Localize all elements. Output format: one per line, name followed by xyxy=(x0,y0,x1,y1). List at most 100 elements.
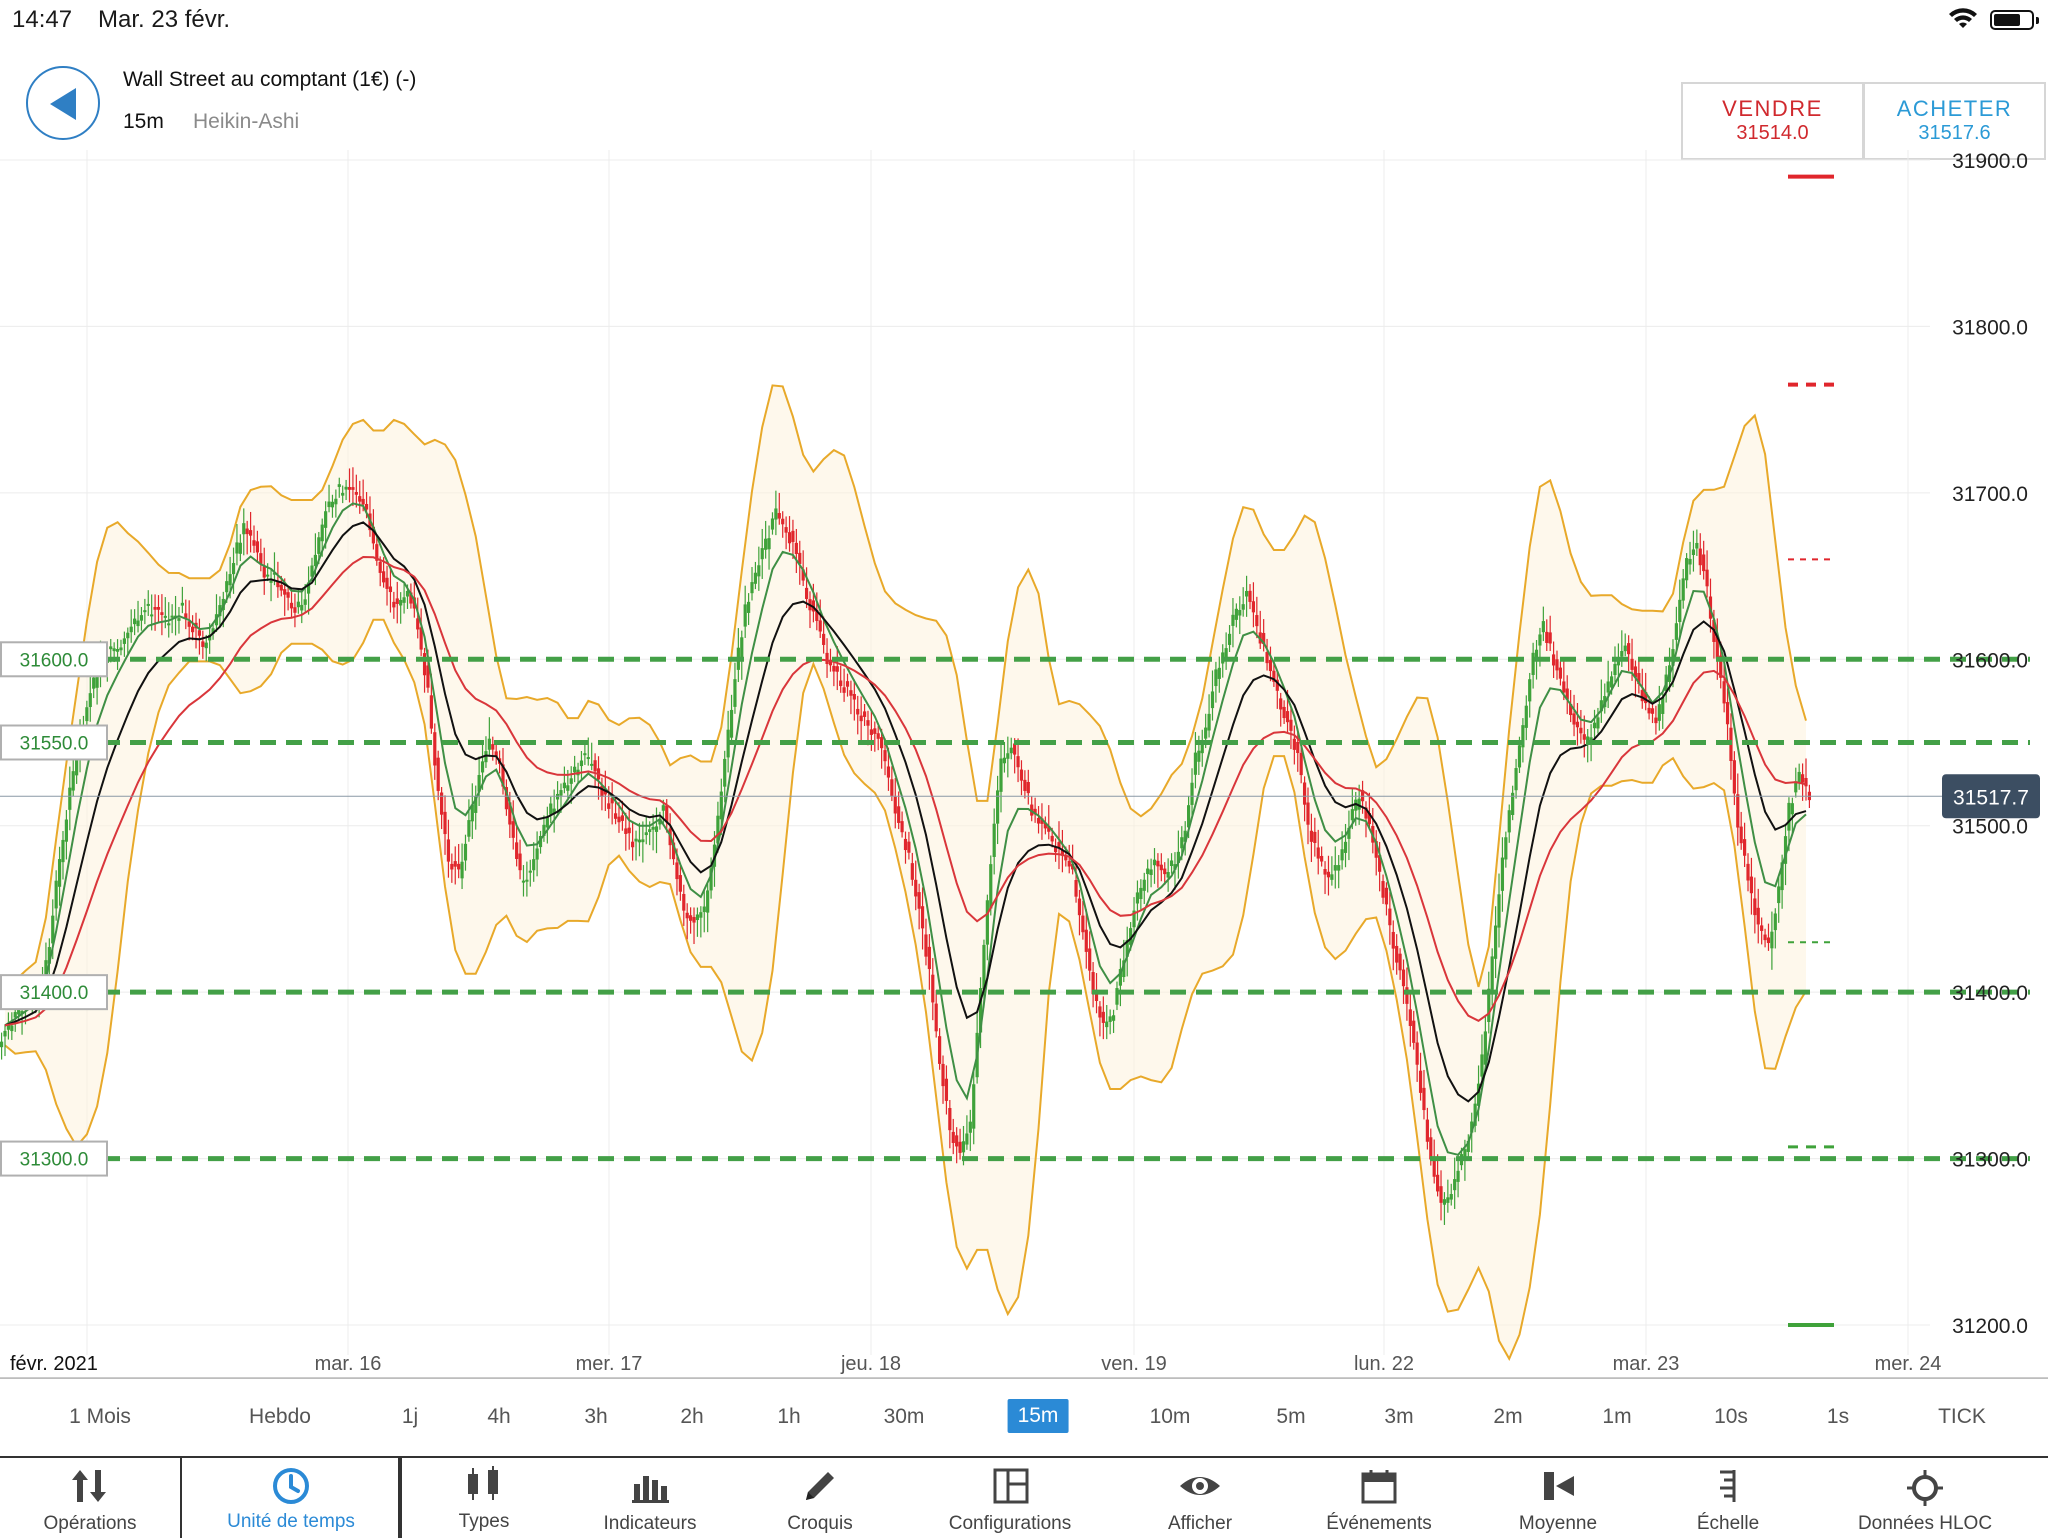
y-tick-label: 31500.0 xyxy=(1952,816,2028,839)
candle-body xyxy=(1688,558,1692,565)
y-axis: 31900.0 31800.0 31700.0 31600.0 31500.0 31400… xyxy=(1952,150,2028,1338)
candle-body xyxy=(44,960,48,977)
candle-body xyxy=(801,569,805,581)
candle-body xyxy=(310,565,314,577)
toolbar-clock-button[interactable]: Unité de temps xyxy=(180,1456,402,1538)
candle-body xyxy=(170,615,174,618)
price-level-box[interactable] xyxy=(0,1140,108,1177)
buy-price: 31517.6 xyxy=(1918,122,1991,144)
timeframe-option[interactable]: 2h xyxy=(680,1405,704,1428)
timeframe-option[interactable]: 10m xyxy=(1149,1405,1191,1428)
candle-body xyxy=(1545,631,1549,643)
timeframe-option[interactable]: 4h xyxy=(487,1405,511,1428)
candle-body xyxy=(1555,659,1559,671)
candle-body xyxy=(1299,752,1303,776)
toolbar-bar-chart-button[interactable]: Indicateurs xyxy=(566,1458,734,1538)
bollinger-upper xyxy=(4,384,1807,1006)
timeframe-option[interactable]: 3m xyxy=(1384,1405,1414,1428)
candle-body xyxy=(562,782,567,789)
candle-body xyxy=(1071,863,1075,870)
price-level-label: 31550.0 xyxy=(20,734,89,755)
candle-body xyxy=(180,602,184,606)
toolbar-calendar-button[interactable]: Événements xyxy=(1286,1458,1472,1538)
timeframe-option[interactable]: 2m xyxy=(1493,1405,1523,1428)
toolbar-eye-button[interactable]: Afficher xyxy=(1114,1458,1286,1538)
candle-body xyxy=(296,601,300,608)
candle-body xyxy=(1333,865,1337,871)
timeframe-option[interactable]: Hebdo xyxy=(249,1405,311,1428)
candle-body xyxy=(907,841,911,853)
toolbar-scale-button[interactable]: Échelle xyxy=(1644,1458,1812,1538)
timeframe-option[interactable]: 1m xyxy=(1602,1405,1632,1428)
timeframe-option[interactable]: TICK xyxy=(1938,1405,1986,1428)
candle-body xyxy=(1292,738,1296,750)
timeframe-option[interactable]: 1j xyxy=(401,1405,419,1428)
timeframe-option[interactable]: 30m xyxy=(883,1405,925,1428)
candle-body xyxy=(259,553,263,565)
toolbar-arrows-updown-button[interactable]: Opérations xyxy=(0,1458,180,1538)
timeframe-option[interactable]: 1 Mois xyxy=(69,1405,131,1428)
candle-body xyxy=(300,604,304,611)
timeframe-option[interactable]: 3h xyxy=(584,1405,608,1428)
toolbar-label: Indicateurs xyxy=(603,1513,697,1534)
buy-button[interactable]: ACHETER 31517.6 xyxy=(1864,82,2046,160)
candle-body xyxy=(709,868,713,891)
candle-body xyxy=(1528,679,1532,702)
timeframe-option[interactable]: 1h xyxy=(777,1405,801,1428)
sell-button[interactable]: VENDRE 31514.0 xyxy=(1681,82,1864,160)
price-level-box[interactable] xyxy=(0,724,108,761)
candle-body xyxy=(1599,700,1603,712)
candle-body xyxy=(1783,836,1788,864)
candle-body xyxy=(989,864,993,909)
ma-mid-line xyxy=(4,521,1807,1103)
candle-body xyxy=(252,540,256,546)
candle-body xyxy=(1770,931,1774,949)
candle-body xyxy=(1129,928,1133,945)
candle-body xyxy=(409,592,413,604)
toolbar-candles-button[interactable]: Types xyxy=(398,1456,568,1538)
candle-body xyxy=(344,486,348,490)
candle-body xyxy=(678,875,682,892)
candle-body xyxy=(559,790,563,796)
candle-body xyxy=(774,508,778,520)
candle-body xyxy=(1463,1149,1467,1161)
candle-body xyxy=(1521,725,1525,748)
candle-body xyxy=(1453,1179,1457,1191)
scale-icon xyxy=(1644,1468,1812,1512)
timeframe-option[interactable]: 1s xyxy=(1826,1405,1850,1428)
price-level-label: 31400.0 xyxy=(20,983,89,1004)
timeframe-option[interactable]: 15m xyxy=(1007,1399,1069,1433)
candle-body xyxy=(900,821,904,833)
toolbar-crosshair-button[interactable]: Données HLOC xyxy=(1812,1458,2038,1538)
candle-body xyxy=(914,879,918,897)
candle-body xyxy=(1081,915,1085,933)
candle-body xyxy=(886,766,891,778)
candle-body xyxy=(944,1078,949,1101)
candle-body xyxy=(1285,711,1290,723)
candle-body xyxy=(1736,794,1740,828)
toolbar-layout-button[interactable]: Configurations xyxy=(906,1458,1114,1538)
timeframe-option[interactable]: 5m xyxy=(1276,1405,1306,1428)
back-button[interactable] xyxy=(26,66,100,140)
candle-body xyxy=(1050,835,1054,842)
toolbar-average-button[interactable]: Moyenne xyxy=(1472,1458,1644,1538)
candle-body xyxy=(269,580,273,583)
timeframe-option[interactable]: 10s xyxy=(1714,1405,1748,1428)
bar-chart-icon xyxy=(566,1468,734,1512)
candle-body xyxy=(1483,1031,1487,1065)
candle-body xyxy=(586,757,590,760)
timeframe-label[interactable]: 15m xyxy=(123,110,164,133)
candle-body xyxy=(443,811,447,835)
status-time: 14:47 xyxy=(12,6,73,33)
candle-body xyxy=(51,915,55,944)
price-level-box[interactable] xyxy=(0,641,108,678)
candle-body xyxy=(1248,590,1252,602)
price-level-box[interactable] xyxy=(0,974,108,1011)
candle-body xyxy=(784,527,788,533)
price-chart[interactable]: 31600.0 31550.0 31400.0 31300.0 31517.7 3190… xyxy=(0,150,2048,1378)
chart-type-label[interactable]: Heikin-Ashi xyxy=(193,110,300,133)
candle-body xyxy=(873,728,877,734)
candle-body xyxy=(303,599,307,605)
candle-body xyxy=(1320,855,1324,862)
toolbar-pencil-button[interactable]: Croquis xyxy=(734,1458,906,1538)
